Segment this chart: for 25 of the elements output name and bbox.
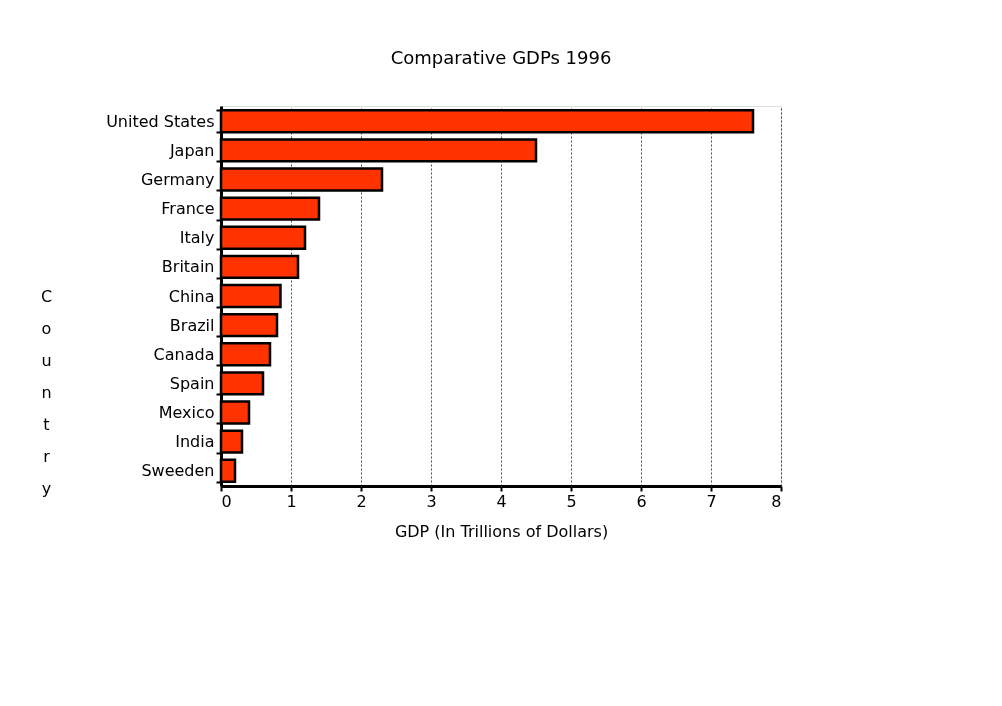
y-axis-title: Country bbox=[40, 286, 53, 498]
x-tick-label: 4 bbox=[496, 491, 507, 511]
y-tick-label: Brazil bbox=[169, 315, 215, 335]
y-tick-label: Japan bbox=[168, 140, 215, 160]
y-tick-label: Sweeden bbox=[141, 461, 215, 481]
y-tick-label: Germany bbox=[140, 170, 215, 190]
y-tick-label: France bbox=[161, 199, 215, 219]
x-tick-label: 8 bbox=[771, 491, 782, 511]
x-tick-label: 1 bbox=[286, 491, 297, 511]
y-tick-label: Spain bbox=[169, 373, 215, 393]
chart-title: Comparative GDPs 1996 bbox=[390, 47, 612, 68]
x-tick-label: 3 bbox=[426, 491, 437, 511]
y-tick-label: United States bbox=[106, 111, 215, 131]
x-tick-label: 0 bbox=[221, 491, 232, 511]
y-tick-label: Italy bbox=[179, 228, 215, 248]
x-tick-label: 7 bbox=[706, 491, 717, 511]
x-tick-label: 6 bbox=[636, 491, 647, 511]
y-tick-label: Britain bbox=[161, 257, 215, 277]
y-tick-label: India bbox=[175, 432, 215, 452]
y-tick-label: China bbox=[168, 286, 215, 306]
x-axis-title: GDP (In Trillions of Dollars) bbox=[394, 521, 609, 541]
y-tick-label: Mexico bbox=[158, 402, 215, 422]
x-tick-label: 2 bbox=[356, 491, 367, 511]
y-tick-label: Canada bbox=[153, 344, 215, 364]
x-tick-label: 5 bbox=[566, 491, 577, 511]
